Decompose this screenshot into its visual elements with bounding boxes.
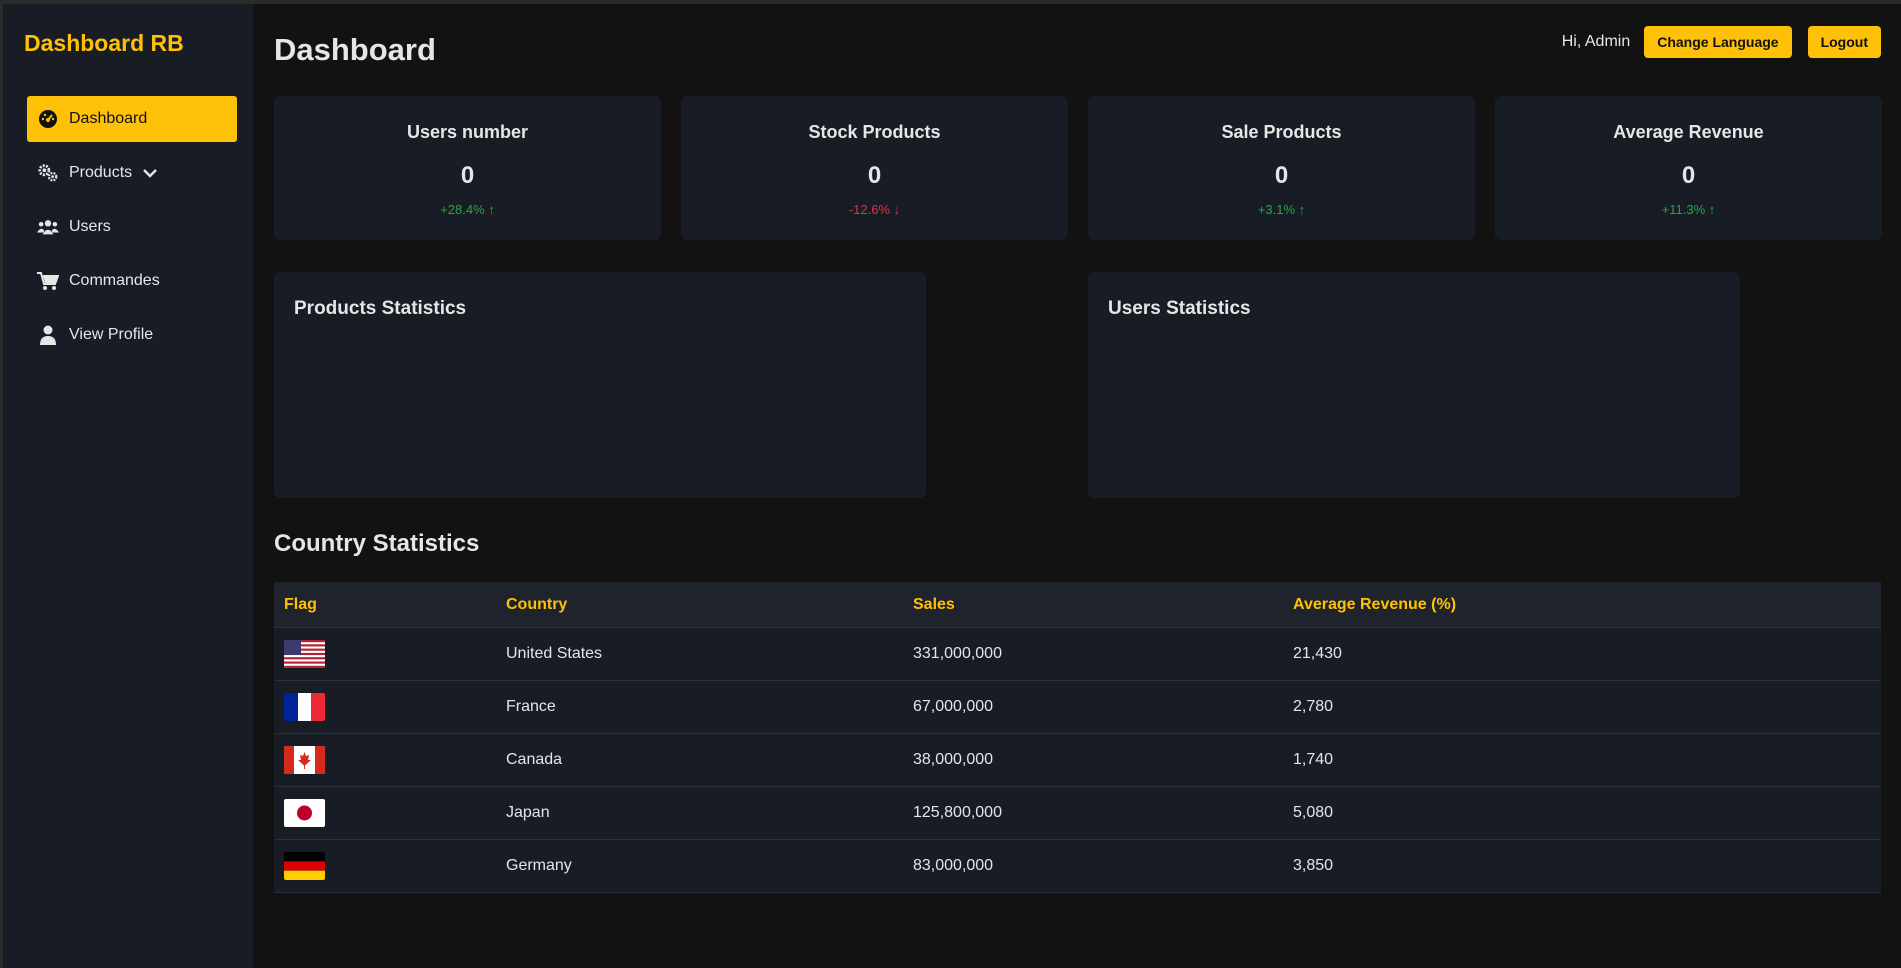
card-value: 0 xyxy=(867,162,882,189)
us-flag-icon xyxy=(284,640,325,668)
brand-title: Dashboard RB xyxy=(24,30,184,56)
country-cell: France xyxy=(506,698,556,715)
card-title: Users number xyxy=(406,122,529,142)
card-title: Average Revenue xyxy=(1613,122,1764,142)
stat-cards: Users number 0 +28.4% ↑ Stock Products 0… xyxy=(274,96,1882,240)
sales-cell: 83,000,000 xyxy=(913,857,994,874)
card-trend: -12.6% ↓ xyxy=(848,202,901,217)
average-revenue-cell: 21,430 xyxy=(1293,645,1342,662)
average-revenue-cell: 3,850 xyxy=(1293,857,1334,874)
sales-cell: 38,000,000 xyxy=(913,751,994,768)
card-trend: +3.1% ↑ xyxy=(1257,202,1306,217)
sidebar-nav: Dashboard Products Users Commandes xyxy=(27,96,237,366)
cart-icon xyxy=(37,270,59,292)
average-revenue-cell: 1,740 xyxy=(1293,751,1334,768)
stat-card-average-revenue: Average Revenue 0 +11.3% ↑ xyxy=(1495,96,1882,240)
window-frame xyxy=(0,0,1901,4)
sidebar-item-label: Dashboard xyxy=(69,110,148,127)
sidebar-item-products[interactable]: Products xyxy=(27,150,237,196)
canada-flag-icon xyxy=(284,746,325,774)
table-row: United States 331,000,000 21,430 xyxy=(274,628,1881,681)
sidebar-item-view-profile[interactable]: View Profile xyxy=(27,312,237,358)
sidebar-item-dashboard[interactable]: Dashboard xyxy=(27,96,237,142)
average-revenue-cell: 5,080 xyxy=(1293,804,1334,821)
products-statistics-panel: Products Statistics xyxy=(274,272,926,498)
sidebar-item-label: Users xyxy=(69,218,111,235)
change-language-button[interactable]: Change Language xyxy=(1644,26,1792,58)
sales-cell: 331,000,000 xyxy=(913,645,1002,662)
card-title: Stock Products xyxy=(808,122,941,142)
column-header-country: Country xyxy=(506,595,568,613)
panel-title: Products Statistics xyxy=(294,298,467,319)
top-bar: Hi, Admin Change Language Logout xyxy=(1562,26,1881,58)
table-row: Canada 38,000,000 1,740 xyxy=(274,734,1881,787)
country-cell: United States xyxy=(506,645,603,662)
sales-cell: 67,000,000 xyxy=(913,698,994,715)
main-content: Dashboard Hi, Admin Change Language Logo… xyxy=(274,4,1882,968)
sidebar-item-label: Commandes xyxy=(69,272,160,289)
country-cell: Japan xyxy=(506,804,550,821)
table-row: France 67,000,000 2,780 xyxy=(274,681,1881,734)
users-icon xyxy=(37,216,59,238)
france-flag-icon xyxy=(284,693,325,721)
logout-button[interactable]: Logout xyxy=(1807,26,1881,58)
card-trend: +11.3% ↑ xyxy=(1661,202,1716,217)
users-statistics-panel: Users Statistics xyxy=(1088,272,1740,498)
card-title: Sale Products xyxy=(1221,122,1342,142)
column-header-average-revenue: Average Revenue (%) xyxy=(1293,595,1457,613)
country-statistics-title: Country Statistics xyxy=(274,530,480,557)
sidebar: Dashboard RB Dashboard Products Users xyxy=(0,4,253,968)
japan-flag-icon xyxy=(284,799,325,827)
table-header: Flag Country Sales Average Revenue (%) xyxy=(274,582,1881,628)
stat-card-sale-products: Sale Products 0 +3.1% ↑ xyxy=(1088,96,1475,240)
stat-card-stock-products: Stock Products 0 -12.6% ↓ xyxy=(681,96,1068,240)
germany-flag-icon xyxy=(284,852,325,880)
sidebar-item-label: View Profile xyxy=(69,326,154,343)
gears-icon xyxy=(37,162,59,184)
sidebar-item-label: Products xyxy=(69,164,133,181)
panel-title: Users Statistics xyxy=(1108,298,1251,319)
country-cell: Canada xyxy=(506,751,563,768)
greeting-text: Hi, Admin xyxy=(1561,33,1631,50)
card-trend: +28.4% ↑ xyxy=(440,202,495,217)
table-row: Japan 125,800,000 5,080 xyxy=(274,787,1881,840)
country-cell: Germany xyxy=(506,857,572,874)
gauge-icon xyxy=(37,108,59,130)
column-header-flag: Flag xyxy=(284,595,317,613)
average-revenue-cell: 2,780 xyxy=(1293,698,1334,715)
page-title: Dashboard xyxy=(274,32,436,67)
sidebar-item-commandes[interactable]: Commandes xyxy=(27,258,237,304)
column-header-sales: Sales xyxy=(913,595,955,613)
table-row: Germany 83,000,000 3,850 xyxy=(274,840,1881,893)
card-value: 0 xyxy=(1681,162,1696,189)
chevron-down-icon[interactable] xyxy=(142,167,158,179)
user-icon xyxy=(37,324,59,346)
stat-card-users: Users number 0 +28.4% ↑ xyxy=(274,96,661,240)
sidebar-item-users[interactable]: Users xyxy=(27,204,237,250)
card-value: 0 xyxy=(460,162,475,189)
sales-cell: 125,800,000 xyxy=(913,804,1002,821)
country-statistics-table: Flag Country Sales Average Revenue (%) xyxy=(274,582,1881,893)
card-value: 0 xyxy=(1274,162,1289,189)
